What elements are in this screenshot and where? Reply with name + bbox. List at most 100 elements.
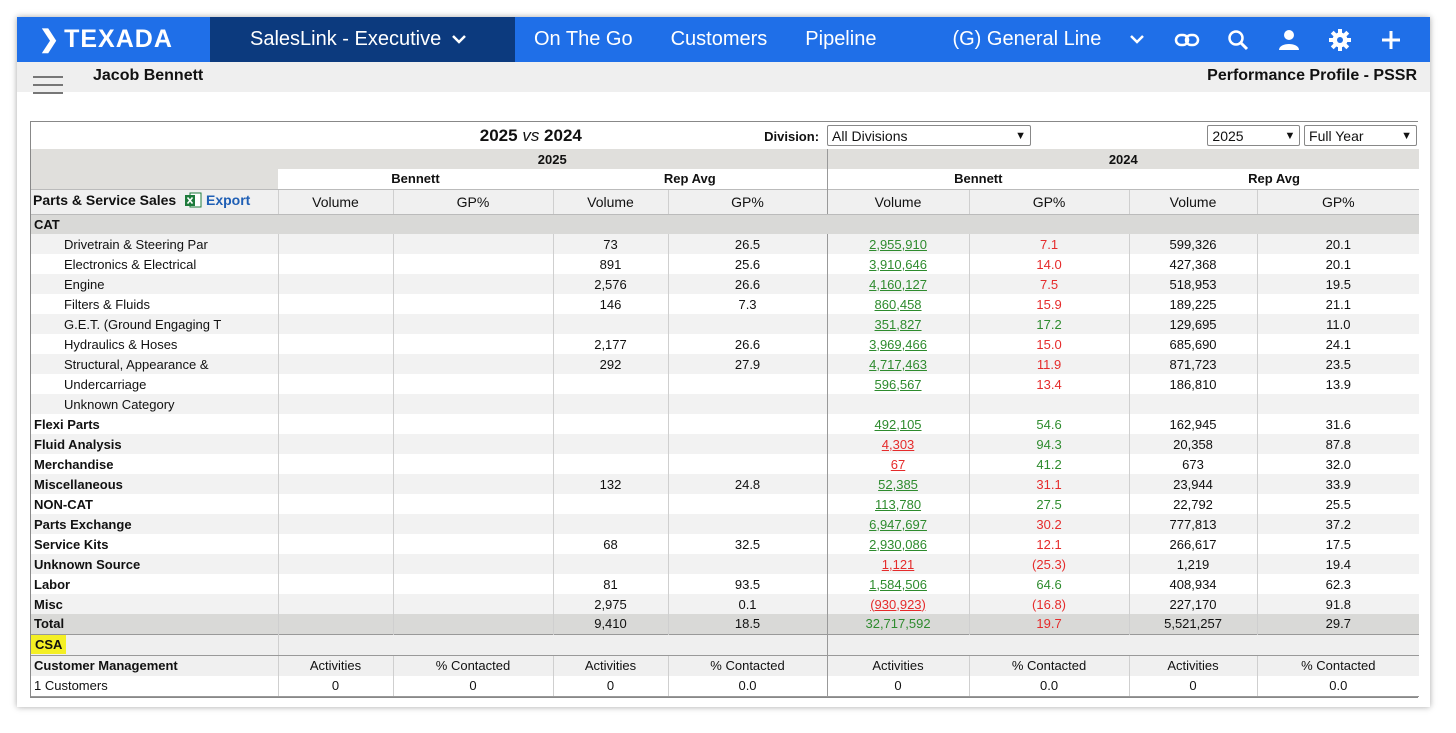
volume-drilldown-link[interactable]: 1,584,506 (869, 576, 927, 592)
chevron-down-icon (451, 31, 467, 49)
avg-gp-2025 (667, 314, 828, 334)
avg-volume-2025 (552, 454, 668, 474)
rep-gp-2025 (392, 334, 553, 354)
rep-volume-2024: 3,969,466 (826, 334, 970, 354)
division-select[interactable]: All Divisions ▼ (827, 125, 1032, 146)
avg-gp-2025: 32.5 (667, 534, 828, 554)
avg-gp-2025 (667, 434, 828, 454)
avg-volume-2025: 2,975 (552, 594, 668, 614)
comparison-title: 2025 vs 2024 (479, 125, 582, 145)
rep-volume-2024: 596,567 (826, 374, 970, 394)
rep-volume-2024: 492,105 (826, 414, 970, 434)
table-row: Electronics & Electrical 891 25.6 3,910,646… (31, 254, 1420, 274)
line-selector[interactable]: (G) General Line (952, 28, 1145, 51)
volume-drilldown-link[interactable]: 1,121 (881, 556, 915, 572)
rep-volume-2024: 3,910,646 (826, 254, 970, 274)
avg-volume-2025: 2,177 (552, 334, 668, 354)
rep-volume-2025 (277, 414, 393, 434)
rep-gp-2024: (25.3) (968, 554, 1130, 574)
excel-icon[interactable] (184, 191, 202, 212)
rep-gp-2025 (392, 474, 553, 494)
nav-link-customers[interactable]: Customers (670, 28, 768, 50)
year-select[interactable]: 2025 ▼ (1207, 125, 1301, 146)
volume-drilldown-link[interactable]: 4,717,463 (869, 356, 927, 372)
volume-drilldown-link[interactable]: 596,567 (874, 376, 922, 392)
rep-gp-2024: 19.7 (968, 614, 1130, 634)
rep-volume-2024: 52,385 (826, 474, 970, 494)
volume-drilldown-link[interactable]: 4,303 (881, 436, 915, 452)
rep-volume-2025 (277, 354, 393, 374)
row-label: Miscellaneous (31, 474, 278, 494)
nav-link-on-the-go[interactable]: On The Go (534, 28, 633, 50)
row-label: NON-CAT (31, 494, 278, 514)
col-volume: Volume (826, 188, 970, 215)
avg-gp-2025: 7.3 (667, 294, 828, 314)
volume-drilldown-link[interactable]: 2,930,086 (869, 536, 927, 552)
volume-drilldown-link[interactable]: 351,827 (874, 316, 922, 332)
hamburger-menu-icon[interactable] (33, 76, 63, 100)
rep-gp-2024: 7.5 (968, 274, 1130, 294)
volume-drilldown-link[interactable]: (930,923) (870, 596, 926, 612)
col-contacted: % Contacted (1256, 655, 1420, 676)
nav-link-pipeline[interactable]: Pipeline (805, 28, 877, 50)
gear-icon[interactable] (1314, 17, 1365, 62)
avg-gp-2024: 19.4 (1256, 554, 1420, 574)
avg-header-a: Rep Avg (553, 169, 828, 189)
table-row: Drivetrain & Steering Par 73 26.5 2,955,910… (31, 234, 1420, 254)
app-selector[interactable]: SalesLink - Executive (210, 17, 515, 62)
plus-icon[interactable] (1365, 17, 1416, 62)
avg-gp-2025: 25.6 (667, 254, 828, 274)
avg-volume-2024: 23,944 (1128, 474, 1258, 494)
volume-drilldown-link[interactable]: 3,969,466 (869, 336, 927, 352)
texada-logo[interactable]: ❯ TEXADA (17, 17, 210, 62)
volume-drilldown-link[interactable]: 52,385 (878, 476, 918, 492)
col-gp: GP% (968, 188, 1130, 215)
rep-gp-2024: 12.1 (968, 534, 1130, 554)
volume-drilldown-link[interactable]: 67 (890, 456, 906, 472)
row-label: Undercarriage (31, 374, 278, 394)
rep-volume-2024: 860,458 (826, 294, 970, 314)
volume-drilldown-link[interactable]: 860,458 (874, 296, 922, 312)
search-icon[interactable] (1212, 17, 1263, 62)
link-icon[interactable] (1161, 17, 1212, 62)
year-b-header: 2024 (826, 149, 1420, 169)
rep-volume-2025 (277, 574, 393, 594)
rep-gp-2024: 13.4 (968, 374, 1130, 394)
avg-gp-2024 (1256, 394, 1420, 414)
rep-gp-2025 (392, 554, 553, 574)
volume-drilldown-link[interactable]: 113,780 (875, 496, 922, 512)
export-link[interactable]: Export (206, 192, 251, 209)
division-label: Division: (764, 128, 820, 144)
avg-volume-2025 (552, 494, 668, 514)
volume-drilldown-link[interactable]: 2,955,910 (869, 236, 927, 252)
avg-volume-2025 (552, 414, 668, 434)
total-label: Total (31, 614, 278, 634)
rep-gp-2025 (392, 574, 553, 594)
avg-gp-2024: 19.5 (1256, 274, 1420, 294)
cell-value: 0.0 (968, 676, 1130, 697)
avg-volume-2025 (552, 514, 668, 534)
avg-volume-2025: 68 (552, 534, 668, 554)
volume-drilldown-link[interactable]: 6,947,697 (869, 516, 927, 532)
rep-gp-2024: 30.2 (968, 514, 1130, 534)
chevron-down-icon (1129, 31, 1145, 49)
volume-drilldown-link[interactable]: 3,910,646 (869, 256, 927, 272)
avg-gp-2025 (667, 554, 828, 574)
avg-gp-2024: 87.8 (1256, 434, 1420, 454)
table-row: Merchandise 67 41.2 673 32.0 (31, 454, 1420, 474)
avg-volume-2024: 5,521,257 (1128, 614, 1258, 634)
volume-drilldown-link[interactable]: 4,160,127 (869, 276, 927, 292)
chevron-down-icon: ▼ (1284, 129, 1296, 142)
avg-volume-2025: 891 (552, 254, 668, 274)
period-select[interactable]: Full Year ▼ (1304, 125, 1418, 146)
rep-volume-2025 (277, 614, 393, 634)
user-icon[interactable] (1263, 17, 1314, 62)
table-row: NON-CAT 113,780 27.5 22,792 25.5 (31, 494, 1420, 514)
avg-volume-2025: 73 (552, 234, 668, 254)
row-label: Drivetrain & Steering Par (31, 234, 278, 254)
volume-drilldown-link[interactable]: 492,105 (874, 416, 922, 432)
rep-volume-2025 (277, 594, 393, 614)
rep-volume-2024: 1,121 (826, 554, 970, 574)
col-volume: Volume (1128, 188, 1258, 215)
table-row: G.E.T. (Ground Engaging T 351,827 17.2 129,… (31, 314, 1420, 334)
